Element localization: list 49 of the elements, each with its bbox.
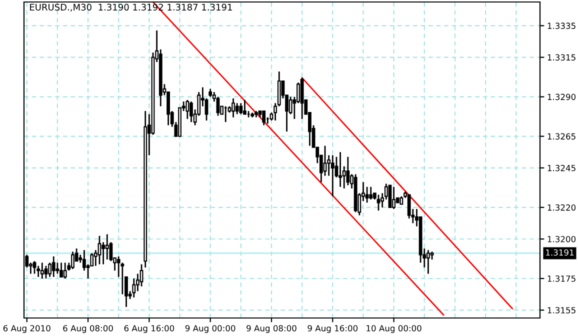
x-tick-label: 6 Aug 2010: [3, 325, 50, 334]
candlestick: [102, 241, 106, 265]
candlestick: [392, 186, 396, 210]
candlestick: [98, 235, 102, 265]
candlestick: [132, 278, 136, 298]
y-tick-label: 1.3200: [548, 236, 576, 242]
candlestick: [388, 184, 392, 208]
candlestick: [426, 249, 430, 274]
y-tick-label: 1.3290: [548, 94, 576, 100]
candlestick: [369, 186, 373, 200]
y-tick-label: 1.3155: [548, 307, 576, 314]
candlestick: [338, 151, 342, 188]
candlestick: [60, 262, 63, 278]
candlestick: [346, 156, 350, 186]
x-tick-label: 9 Aug 08:00: [246, 325, 296, 334]
candlestick: [56, 262, 60, 274]
x-tick-label: 9 Aug 16:00: [308, 325, 358, 334]
candlestick: [52, 256, 56, 278]
candlestick: [239, 102, 243, 115]
y-tick-label: 1.3265: [548, 133, 576, 140]
candlestick: [235, 102, 239, 115]
candlestick: [376, 194, 380, 212]
candlestick: [243, 99, 246, 115]
candlestick: [330, 154, 334, 198]
y-tick-label: 1.3315: [548, 54, 576, 61]
y-tick-label: 1.3175: [548, 275, 576, 282]
candlestick: [32, 260, 36, 274]
candlestick: [323, 145, 327, 176]
candlestick: [186, 99, 190, 120]
y-tick-label: 1.3335: [548, 22, 576, 29]
candlestick: [262, 110, 266, 126]
x-tick-label: 10 Aug 00:00: [366, 325, 422, 334]
ref-line-label: 1.3191: [546, 249, 574, 256]
candlestick: [40, 262, 44, 280]
x-tick-label: 9 Aug 00:00: [185, 325, 236, 334]
x-tick-label: 6 Aug 08:00: [63, 325, 113, 334]
x-tick-label: 6 Aug 16:00: [124, 325, 174, 334]
candlestick: [300, 77, 304, 120]
candlestick: [71, 250, 74, 270]
y-tick-label: 1.3245: [548, 164, 576, 172]
candlestick: [105, 234, 109, 260]
candlestick: [407, 194, 411, 220]
candlestick: [36, 265, 40, 278]
candlestick: [365, 186, 369, 204]
candlestick: [44, 265, 48, 280]
candlestick: [190, 100, 193, 123]
candlestick: [232, 98, 235, 118]
y-tick-label: 1.3220: [548, 204, 576, 211]
candlestick: [63, 262, 67, 280]
